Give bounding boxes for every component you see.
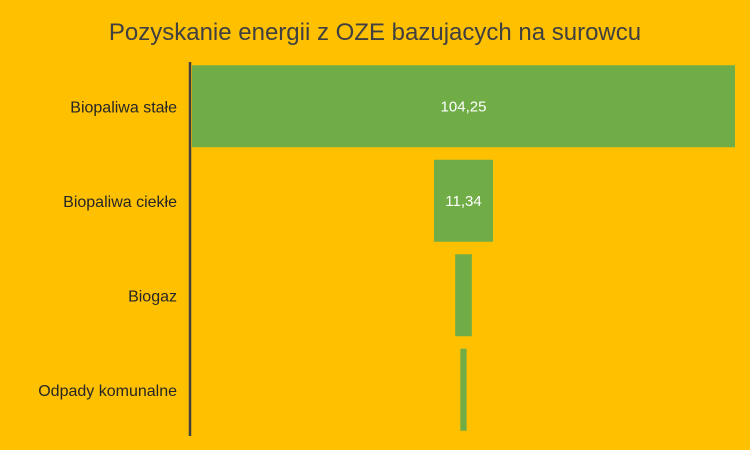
- data-label-2: 11,34: [445, 193, 481, 210]
- category-label-2: Biopaliwa ciekłe: [63, 194, 177, 211]
- category-label-4: Odpady komunalne: [38, 383, 177, 400]
- category-labels-group: Biopaliwa stałe Biopaliwa ciekłe Biogaz Odp…: [38, 99, 177, 400]
- bars-group: 104,25 11,34: [192, 65, 735, 431]
- data-label-1: 104,25: [441, 98, 487, 115]
- bar-2: [433, 159, 494, 242]
- category-label-1: Biopaliwa stałe: [70, 99, 177, 116]
- bar-4: [460, 348, 467, 431]
- bar-1: [192, 65, 735, 148]
- category-label-3: Biogaz: [128, 288, 177, 305]
- chart-title: Pozyskanie energii z OZE bazujacych na s…: [109, 19, 641, 46]
- bar-3: [455, 254, 472, 337]
